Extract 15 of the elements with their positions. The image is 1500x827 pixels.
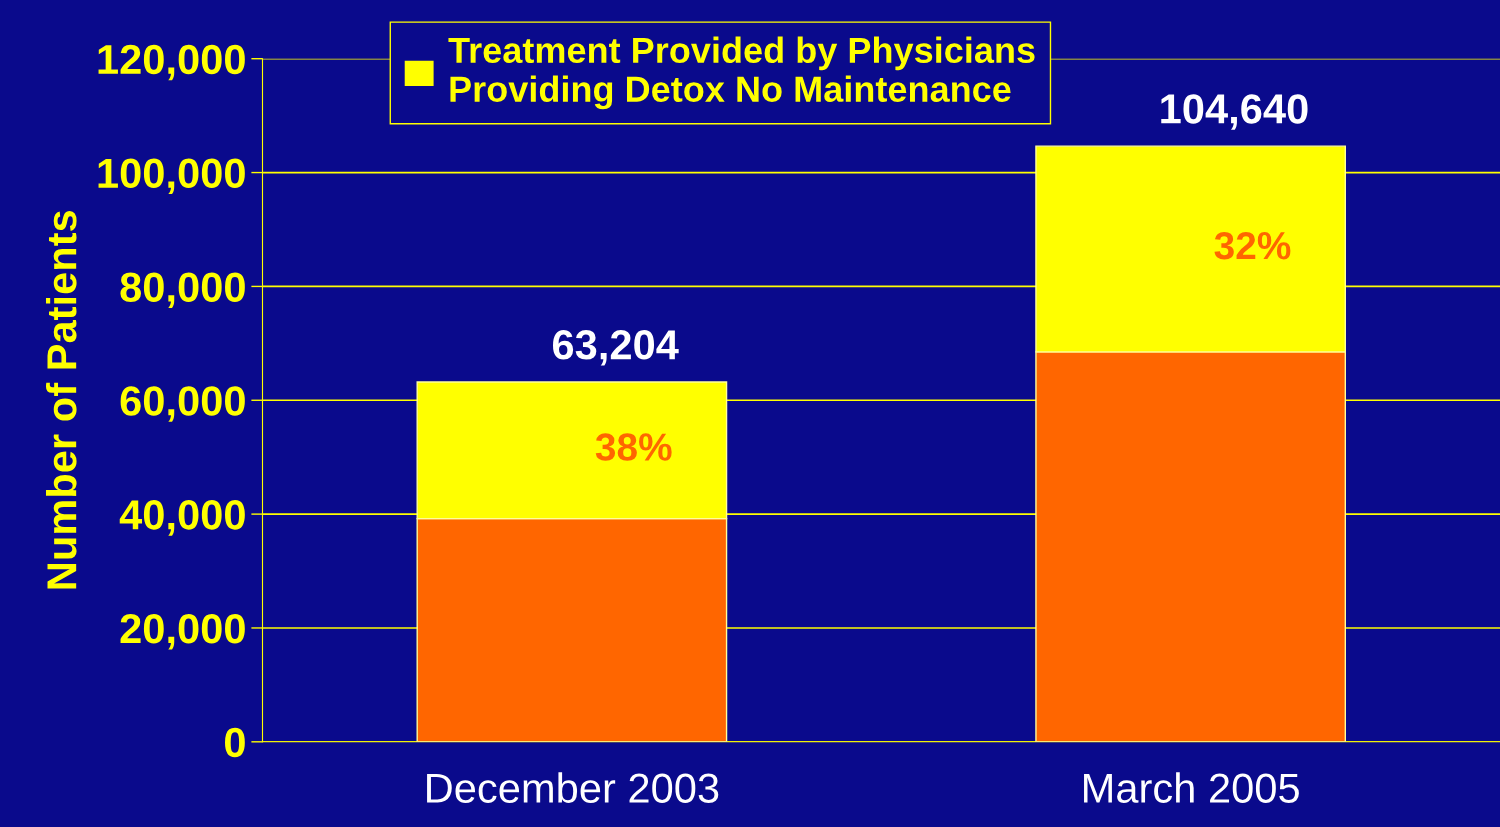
y-axis-title: Number of Patients: [45, 210, 77, 589]
total-label: 63,204: [553, 330, 679, 366]
annotation: 32%: [1214, 231, 1291, 260]
x-tick-label: March 2005: [1084, 772, 1299, 803]
y-tick-label: 40,000: [119, 500, 245, 536]
y-tick-label: 0: [225, 727, 245, 758]
y-tick-label: 20,000: [120, 613, 245, 650]
legend-label: Treatment Provided by Physicians Providing Detox No Maintenance: [448, 36, 1035, 110]
y-tick-label: 80,000: [120, 272, 245, 308]
y-tick-label: 100,000: [98, 158, 245, 195]
annotation: 38%: [595, 433, 672, 461]
x-tick-label: December 2003: [427, 772, 719, 803]
y-tick-label: 120,000: [98, 44, 245, 81]
total-label: 104,640: [1161, 94, 1308, 130]
y-tick-label: 60,000: [120, 386, 245, 422]
